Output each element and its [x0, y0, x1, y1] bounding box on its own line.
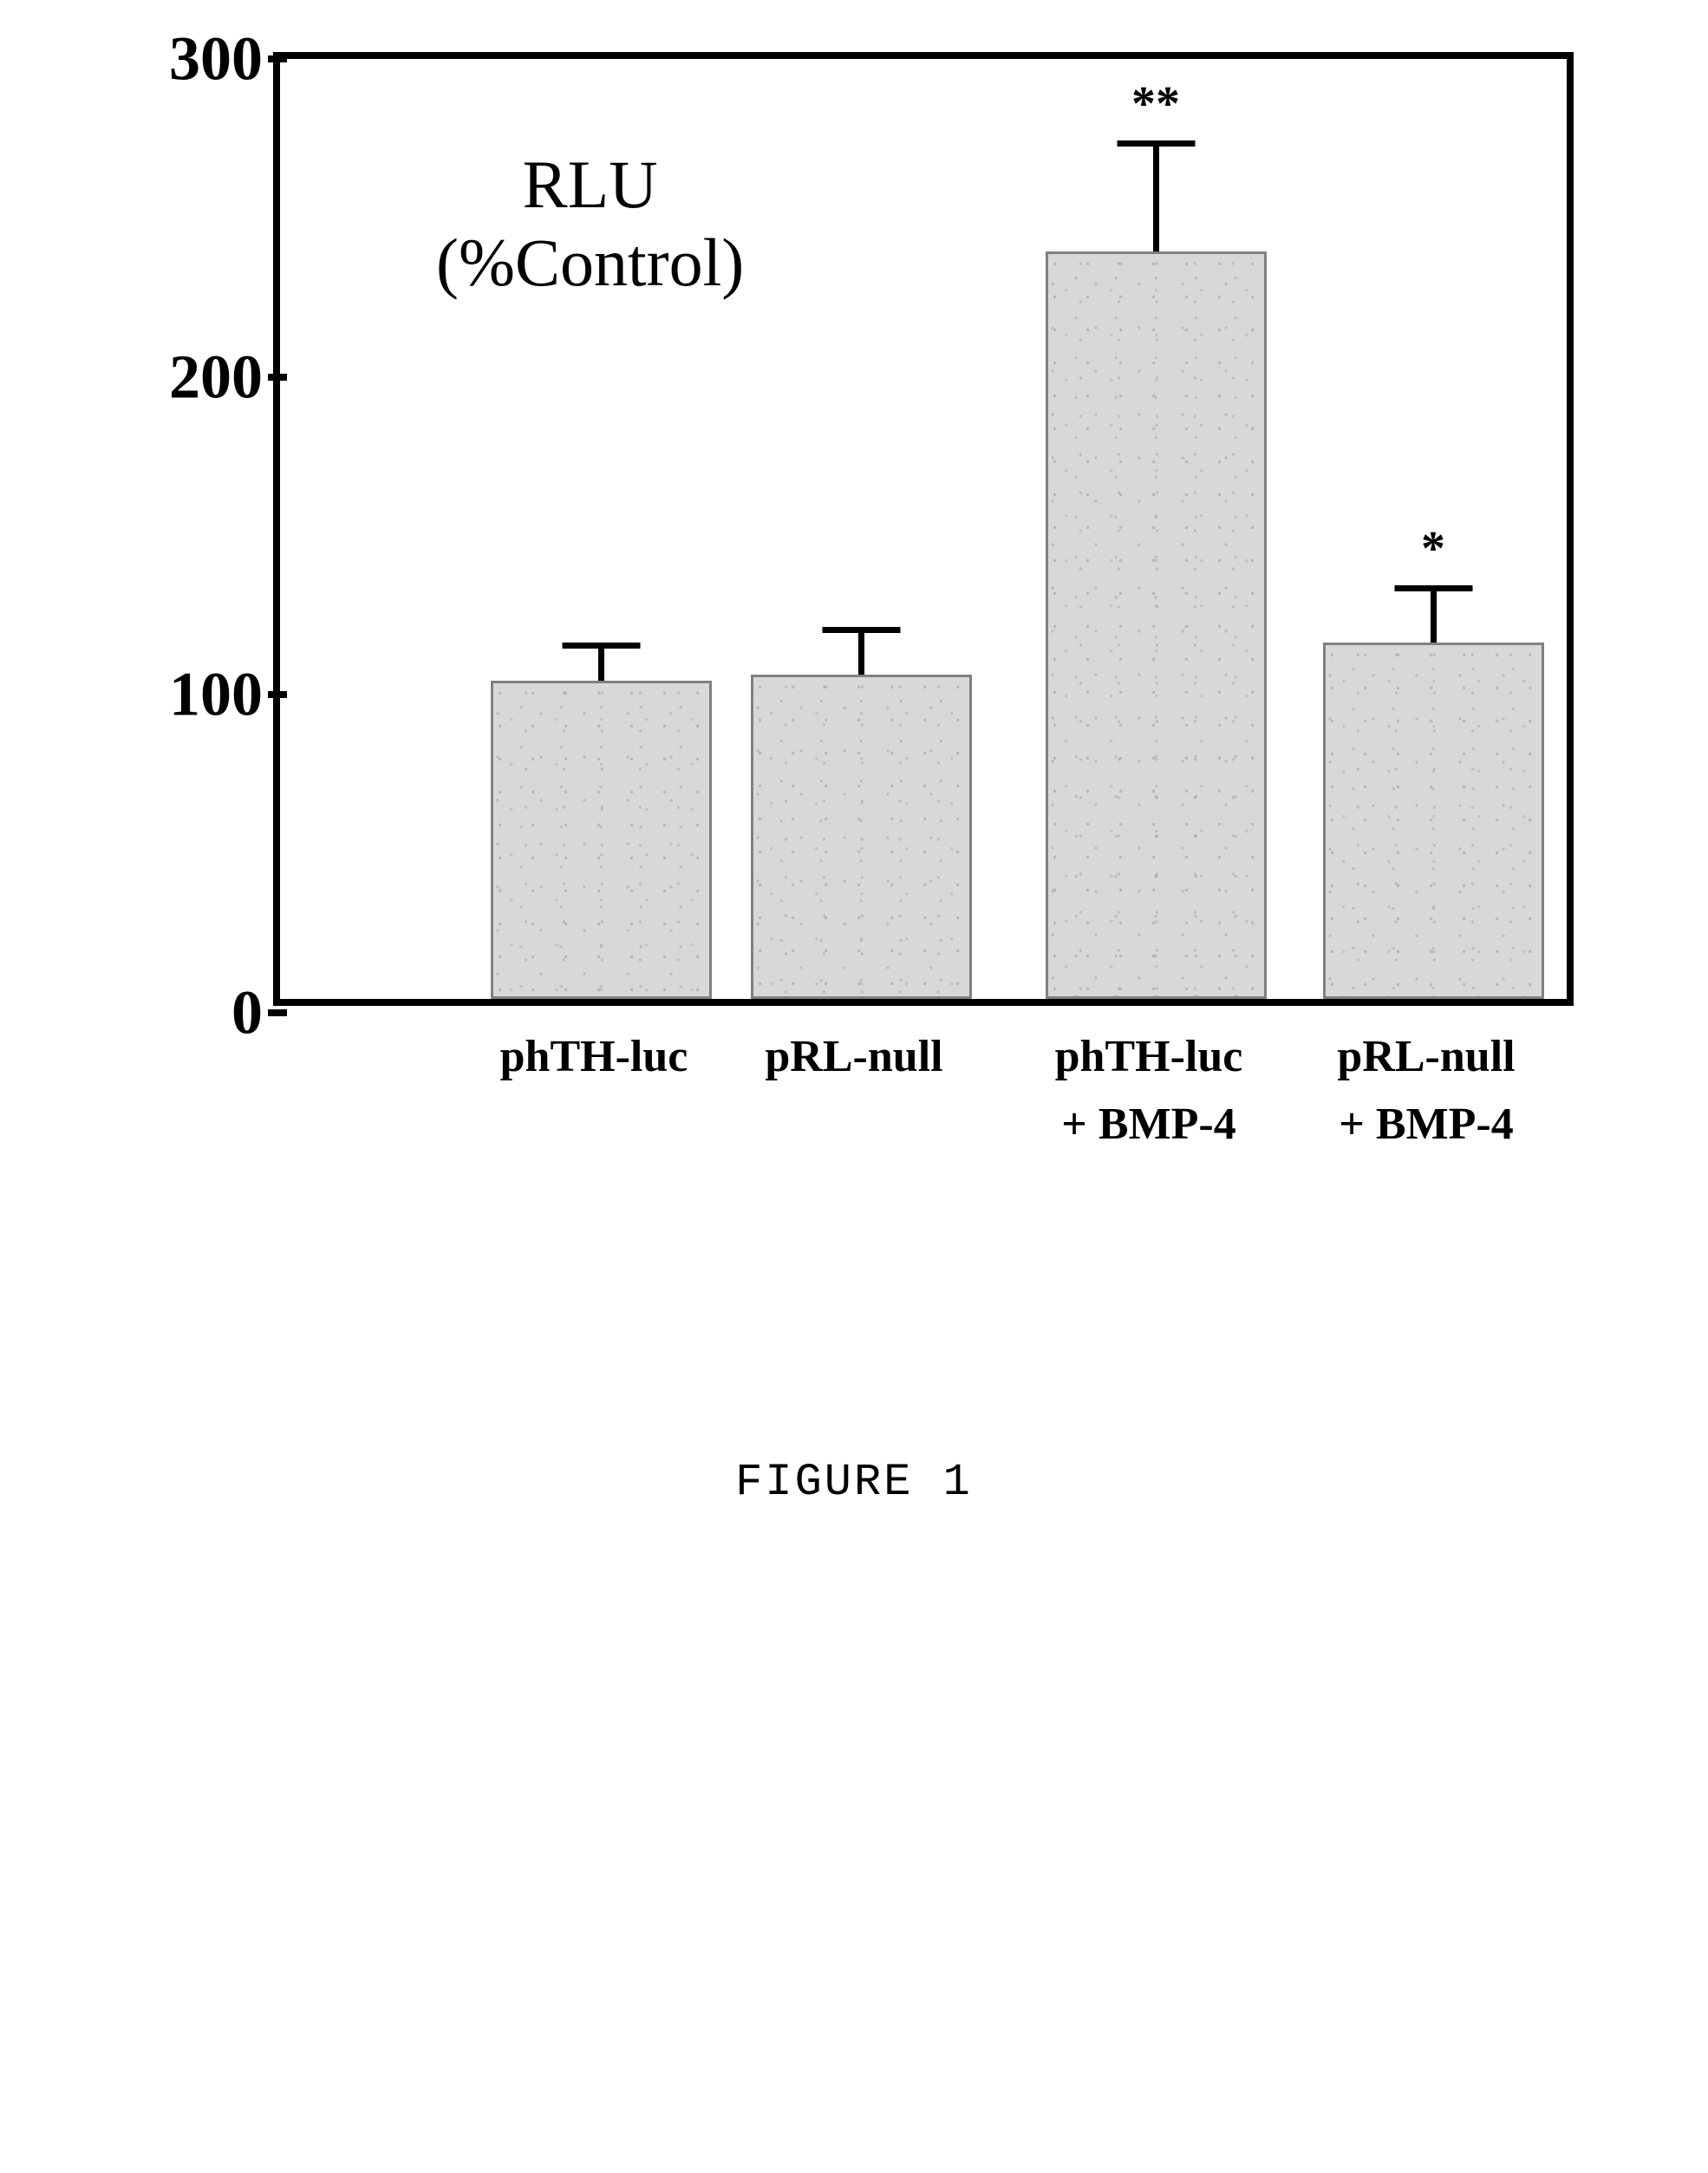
y-tick-label: 0: [231, 977, 263, 1049]
x-tick-label: phTH-luc: [500, 1023, 688, 1091]
error-bar: [861, 627, 862, 675]
y-tick-label: 100: [169, 659, 263, 731]
error-bar: [1156, 140, 1157, 251]
error-stem: [858, 627, 864, 675]
bar: [1046, 251, 1267, 999]
x-tick-label: pRL-null+ BMP-4: [1337, 1023, 1515, 1158]
significance-marker: *: [1421, 521, 1445, 577]
chart-frame: 0100200300 RLU (%Control) *** phTH-lucpR…: [273, 52, 1591, 1006]
y-tick-mark: [268, 1009, 287, 1016]
plot-area: 0100200300 RLU (%Control) ***: [273, 52, 1574, 1006]
error-bar: [1433, 585, 1434, 643]
error-cap: [562, 643, 640, 649]
y-tick-label: 300: [169, 23, 263, 95]
error-cap: [822, 627, 900, 633]
x-tick-label: phTH-luc+ BMP-4: [1055, 1023, 1243, 1158]
figure-caption: FIGURE 1: [117, 1457, 1591, 1508]
error-stem: [1153, 140, 1159, 251]
error-cap: [1394, 585, 1472, 591]
bar: [491, 681, 712, 999]
error-cap: [1117, 140, 1195, 147]
y-tick-label: 200: [169, 341, 263, 413]
y-axis: 0100200300: [124, 59, 280, 999]
bar: [1323, 643, 1544, 999]
significance-marker: **: [1131, 76, 1180, 132]
error-bar: [601, 643, 602, 681]
chart-wrapper: 0100200300 RLU (%Control) *** phTH-lucpR…: [117, 52, 1591, 1508]
error-stem: [1431, 585, 1437, 643]
x-tick-label: pRL-null: [765, 1023, 942, 1091]
bar: [751, 675, 972, 999]
bars-container: ***: [280, 59, 1567, 999]
